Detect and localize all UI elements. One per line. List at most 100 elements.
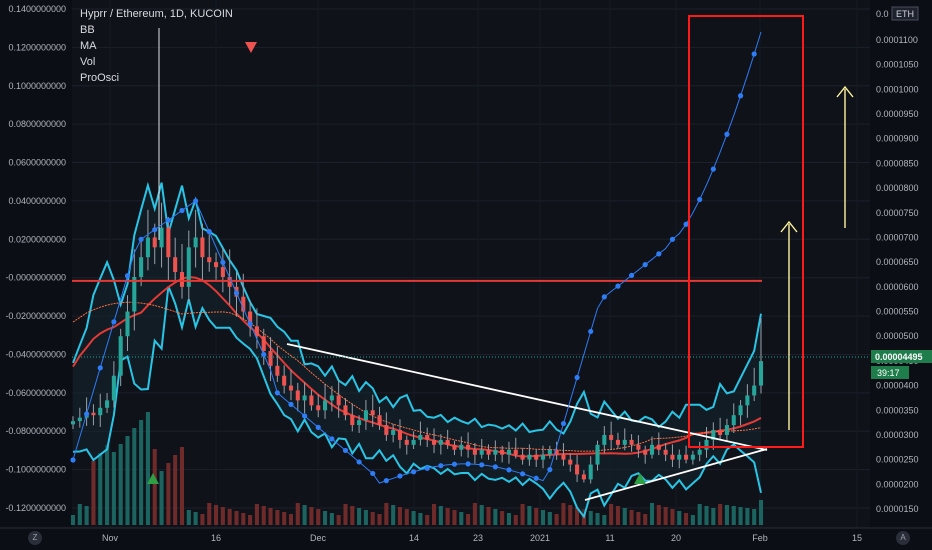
oscillator-dot	[560, 420, 567, 427]
oscillator-dot	[519, 471, 526, 477]
candle-body	[91, 412, 96, 416]
oscillator-dot	[574, 374, 580, 381]
volume-bar	[261, 506, 266, 525]
left-axis-label: 0.1400000000	[8, 4, 66, 14]
left-axis-label: 0.0200000000	[8, 234, 66, 244]
volume-bar	[214, 505, 219, 525]
zoom-reset-button[interactable]: Z	[28, 531, 42, 545]
candle-body	[295, 390, 300, 401]
candle-body	[77, 417, 82, 422]
candle-body	[615, 439, 620, 445]
volume-bar	[343, 504, 348, 525]
volume-bar	[111, 452, 116, 525]
right-axis-label: 0.0001000	[876, 84, 919, 94]
candle-body	[370, 410, 375, 416]
candle-body	[575, 464, 580, 475]
candle-body	[132, 276, 137, 312]
candle-body	[214, 262, 219, 268]
candle-body	[173, 257, 178, 273]
right-axis-label: 0.0000500	[876, 331, 919, 341]
candle-body	[404, 439, 409, 445]
volume-bar	[132, 428, 137, 525]
volume-bar	[486, 507, 491, 525]
candle-body	[622, 439, 627, 445]
volume-bar	[282, 512, 287, 525]
volume-bar	[288, 514, 294, 525]
candle-body	[561, 454, 566, 460]
candle-body	[602, 434, 607, 445]
oscillator-dot	[479, 462, 485, 468]
candle-body	[663, 449, 668, 455]
currency-label: ETH	[896, 9, 914, 19]
volume-bar	[493, 509, 498, 525]
buy-signal-triangle-2	[634, 473, 646, 484]
legend-vol[interactable]: Vol	[80, 56, 96, 68]
volume-bar	[663, 507, 668, 525]
oscillator-dot	[193, 198, 199, 204]
volume-bar	[718, 504, 723, 525]
oscillator-dot	[315, 424, 321, 430]
legend-bb[interactable]: BB	[80, 24, 95, 36]
volume-bar	[431, 504, 437, 525]
volume-bar	[397, 507, 403, 525]
volume-bar	[186, 510, 191, 525]
candle-body	[254, 326, 259, 337]
time-axis-label: 16	[211, 533, 221, 543]
candle-body	[357, 420, 362, 426]
volume-bar	[643, 514, 648, 525]
auto-scale-button[interactable]: A	[896, 531, 910, 545]
candle-body	[125, 311, 130, 337]
left-axis-label: 0.0600000000	[8, 158, 66, 168]
volume-bar	[159, 471, 164, 525]
candle-body	[758, 361, 764, 386]
oscillator-dot	[601, 294, 607, 300]
candle-body	[643, 449, 648, 455]
time-axis-label: 20	[671, 533, 681, 543]
candle-body	[275, 365, 280, 376]
volume-bar	[200, 514, 205, 525]
volume-bar	[173, 455, 178, 525]
volume-bar	[670, 509, 675, 525]
arrow-head-2	[836, 85, 854, 98]
time-axis-label: 23	[473, 533, 483, 543]
volume-bar	[540, 510, 546, 525]
price-badge-bg	[871, 350, 932, 363]
volume-bar	[329, 513, 334, 525]
bb-fill	[73, 182, 761, 517]
candle-body	[241, 296, 246, 312]
candle-body	[377, 415, 382, 426]
legend-proosci[interactable]: ProOsci	[80, 72, 120, 84]
oscillator-dot	[642, 262, 648, 268]
candle-body	[493, 449, 498, 455]
volume-bar	[602, 515, 607, 525]
volume-bar	[534, 508, 539, 525]
oscillator-dot	[751, 51, 757, 57]
oscillator-dot	[451, 461, 458, 467]
symbol-title: Hyprr / Ethereum, 1D, KUCOIN	[80, 8, 233, 20]
volume-bar	[411, 511, 416, 525]
time-axis-label: Feb	[752, 533, 768, 543]
candle-body	[268, 351, 273, 366]
volume-bar	[302, 505, 307, 525]
right-axis-label: 0.0000600	[876, 282, 919, 292]
candle-body	[152, 237, 157, 248]
arrow-head-1	[780, 220, 798, 233]
oscillator-dot	[70, 457, 76, 463]
oscillator-dot	[302, 413, 308, 419]
left-axis-label: -0.1000000000	[5, 465, 66, 475]
volume-bar	[649, 503, 655, 525]
legend-ma[interactable]: MA	[80, 40, 97, 52]
right-axis-top-label: 0.0	[876, 9, 889, 19]
candle-body	[445, 439, 450, 445]
volume-bar	[629, 510, 634, 525]
right-axis-label: 0.0000300	[876, 430, 919, 440]
time-axis-label: 11	[605, 533, 614, 543]
candle-body	[322, 400, 328, 411]
oscillator-dot	[342, 447, 349, 454]
volume-bar	[404, 509, 409, 525]
bb-upper	[72, 181, 762, 435]
volume-bar	[139, 420, 144, 525]
candle-body	[411, 439, 416, 445]
candle-body	[329, 395, 334, 401]
